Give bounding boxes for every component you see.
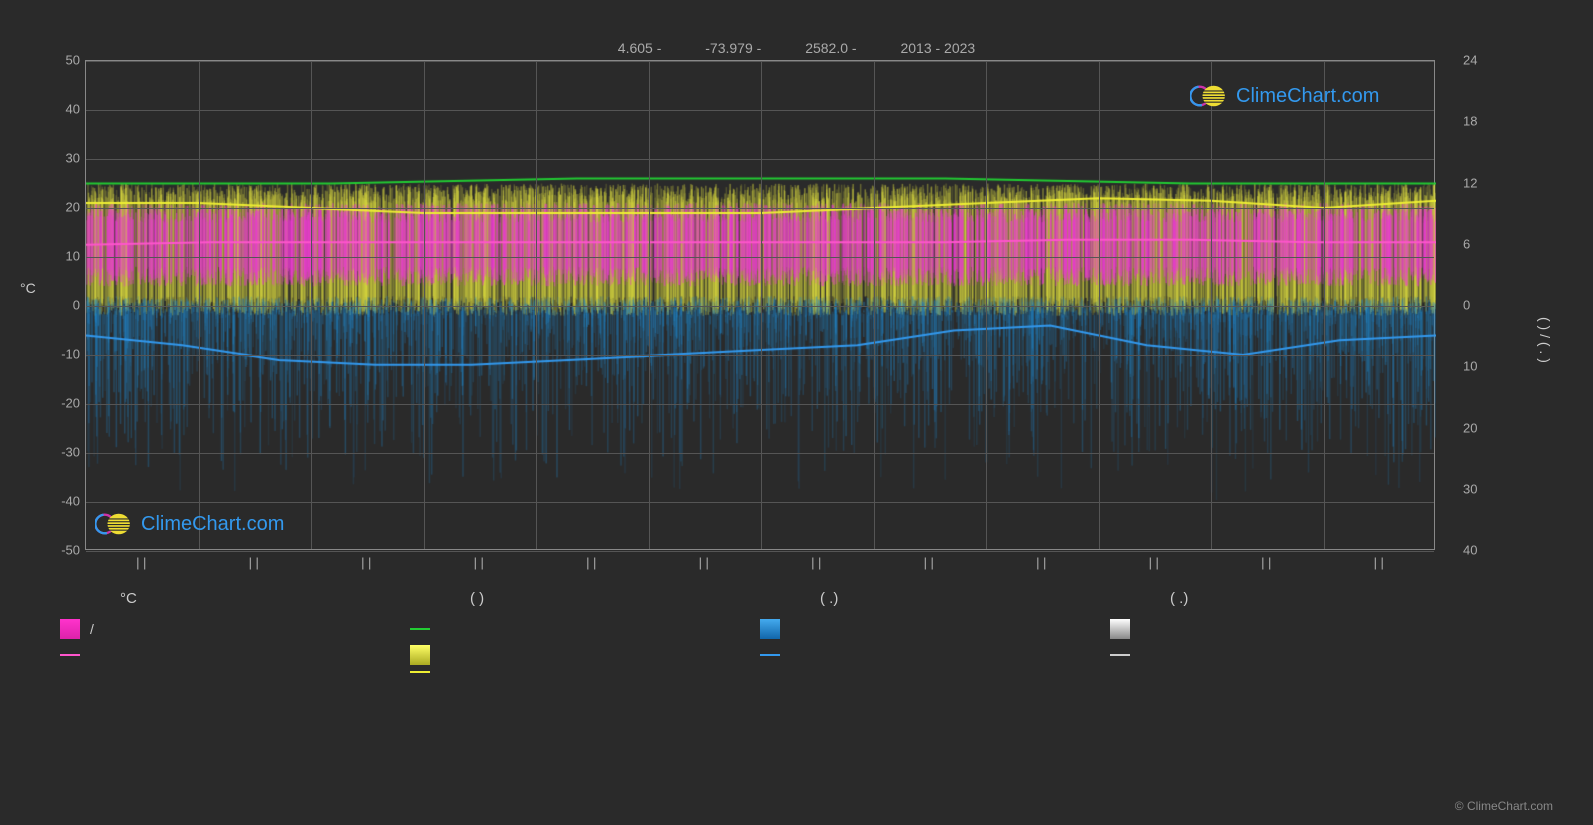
x-tick: | | [699,555,709,570]
plot-area [85,60,1435,550]
watermark-top: ClimeChart.com [1190,82,1379,110]
legend-item [760,645,1110,665]
y-right-tick: 24 [1463,53,1503,68]
legend-header-cell: ( ) [410,590,760,607]
x-tick: | | [811,555,821,570]
legend-item [410,645,760,665]
x-tick: | | [586,555,596,570]
legend-item [760,671,1110,673]
legend-item [760,619,1110,639]
legend-item [1110,645,1460,665]
legend-swatch [410,645,430,665]
legend-header-cell: ( .) [760,590,1110,607]
watermark-text: ClimeChart.com [1236,85,1379,108]
y-right-tick: 12 [1463,175,1503,190]
legend-item [410,671,760,673]
legend-swatch [60,619,80,639]
x-tick: | | [474,555,484,570]
legend-swatch [60,654,80,656]
legend-item: / [60,619,410,639]
y-axis-left-label: °C [20,280,36,296]
legend-swatch [760,654,780,656]
x-tick: | | [1036,555,1046,570]
logo-icon [95,510,133,538]
x-tick: | | [924,555,934,570]
chart-header: 4.605 - -73.979 - 2582.0 - 2013 - 2023 [0,40,1593,56]
legend-item [60,671,410,673]
legend-item [60,645,410,665]
y-left-tick: 40 [40,102,80,117]
legend: °C( )( .)( .) / [60,590,1460,679]
x-tick: | | [1374,555,1384,570]
legend-swatch [410,671,430,673]
y-left-tick: 20 [40,200,80,215]
y-left-tick: 10 [40,249,80,264]
y-left-tick: -50 [40,543,80,558]
watermark-bottom: ClimeChart.com [95,510,284,538]
y-left-tick: -10 [40,347,80,362]
x-tick: | | [361,555,371,570]
header-lat: 4.605 - [618,40,662,56]
x-tick: | | [249,555,259,570]
y-right-tick: 0 [1463,298,1503,313]
legend-header-cell: °C [60,590,410,607]
legend-swatch [1110,654,1130,656]
header-lon: -73.979 - [705,40,761,56]
legend-rows: / [60,619,1460,673]
legend-swatch [760,619,780,639]
x-tick: | | [136,555,146,570]
y-left-tick: -20 [40,396,80,411]
y-right-tick: 10 [1463,359,1503,374]
legend-swatch [1110,619,1130,639]
y-right-tick: 18 [1463,114,1503,129]
legend-header: °C( )( .)( .) [60,590,1460,607]
copyright: © ClimeChart.com [1455,799,1553,813]
legend-label: / [90,621,94,637]
legend-item [1110,619,1460,639]
y-left-tick: -40 [40,494,80,509]
x-tick: | | [1149,555,1159,570]
legend-swatch [410,628,430,630]
y-axis-right: 2418126010203040 [1463,60,1503,550]
y-left-tick: 30 [40,151,80,166]
y-axis-right-label: ( ) / ( . ) [1537,210,1553,470]
legend-item [1110,671,1460,673]
y-axis-left: 50403020100-10-20-30-40-50 [40,60,80,550]
y-right-tick: 30 [1463,481,1503,496]
header-elev: 2582.0 - [805,40,856,56]
y-right-tick: 20 [1463,420,1503,435]
x-tick: | | [1261,555,1271,570]
y-right-tick: 6 [1463,236,1503,251]
y-left-tick: -30 [40,445,80,460]
legend-item [410,619,760,639]
legend-header-cell: ( .) [1110,590,1460,607]
watermark-text: ClimeChart.com [141,513,284,536]
y-right-tick: 40 [1463,543,1503,558]
logo-icon [1190,82,1228,110]
header-years: 2013 - 2023 [900,40,975,56]
y-left-tick: 0 [40,298,80,313]
y-left-tick: 50 [40,53,80,68]
